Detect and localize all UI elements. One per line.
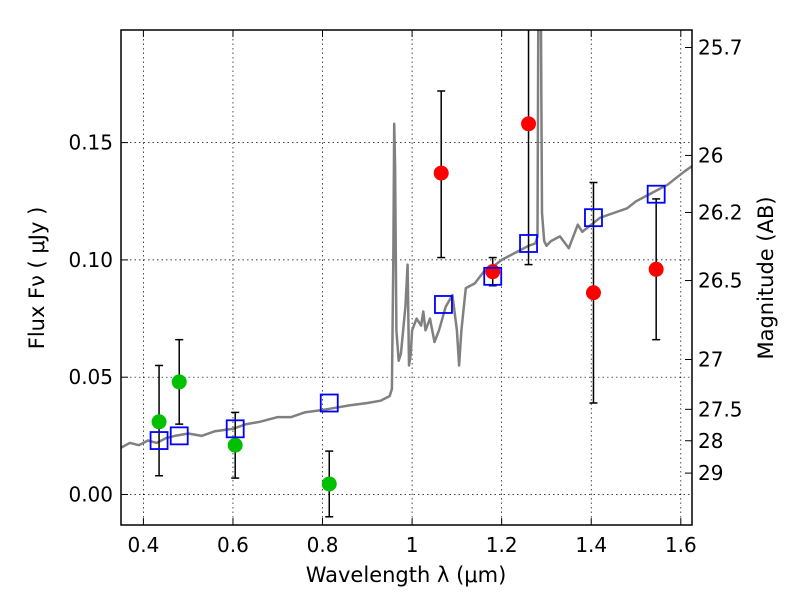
y2-tick-label: 27.5	[698, 397, 743, 421]
model-square	[319, 393, 339, 413]
nir-point	[521, 116, 537, 132]
nir-point	[485, 264, 501, 280]
spectrum-layer	[121, 30, 692, 449]
model-square	[584, 208, 603, 228]
optical-point	[171, 374, 187, 390]
y2-tick-label: 28	[698, 429, 723, 453]
spectrum-line	[121, 30, 692, 449]
x-axis-label: Wavelength λ (μm)	[306, 563, 507, 587]
y-tick-label: 0.10	[68, 248, 113, 272]
y2-tick-label: 26.5	[698, 269, 743, 293]
model-square	[149, 431, 169, 450]
model-square	[434, 295, 453, 314]
y-tick-label: 0.00	[68, 483, 113, 507]
optical-point	[227, 437, 243, 453]
model-square	[646, 184, 666, 204]
y-axis-label: Flux Fν ( μJy )	[25, 207, 49, 350]
nir-point	[648, 261, 664, 277]
x-tick-label: 1.4	[575, 533, 607, 557]
x-tick-label: 1	[406, 533, 419, 557]
y-tick-label: 0.15	[68, 131, 113, 155]
y2-tick-label: 29	[698, 461, 723, 485]
nir-point	[433, 165, 449, 181]
y2-axis-label: Magnitude (AB)	[754, 196, 778, 359]
plot-frame	[120, 29, 693, 526]
model-square	[169, 426, 189, 446]
nir-point	[585, 285, 601, 301]
x-tick-label: 0.4	[127, 533, 159, 557]
model-square	[483, 266, 503, 286]
model-square	[225, 419, 245, 439]
tick-labels: 0.4 0.6 0.8 1 1.2 1.4 1.6 0.00 0.05 0.10 0.15 25.7 2…	[68, 35, 742, 557]
y2-tick-label: 26	[698, 143, 723, 167]
ticks	[121, 30, 692, 525]
x-tick-label: 1.2	[486, 533, 518, 557]
x-tick-label: 1.6	[665, 533, 697, 557]
y2-tick-label: 27	[698, 348, 723, 372]
y-tick-label: 0.05	[68, 365, 113, 389]
y2-tick-label: 25.7	[698, 35, 743, 59]
optical-point	[321, 476, 337, 492]
x-tick-label: 0.6	[217, 533, 249, 557]
marker-layer	[149, 116, 666, 492]
y2-tick-label: 26.2	[698, 200, 743, 224]
model-square	[519, 234, 538, 253]
optical-point	[151, 414, 167, 430]
x-tick-label: 0.8	[307, 533, 339, 557]
